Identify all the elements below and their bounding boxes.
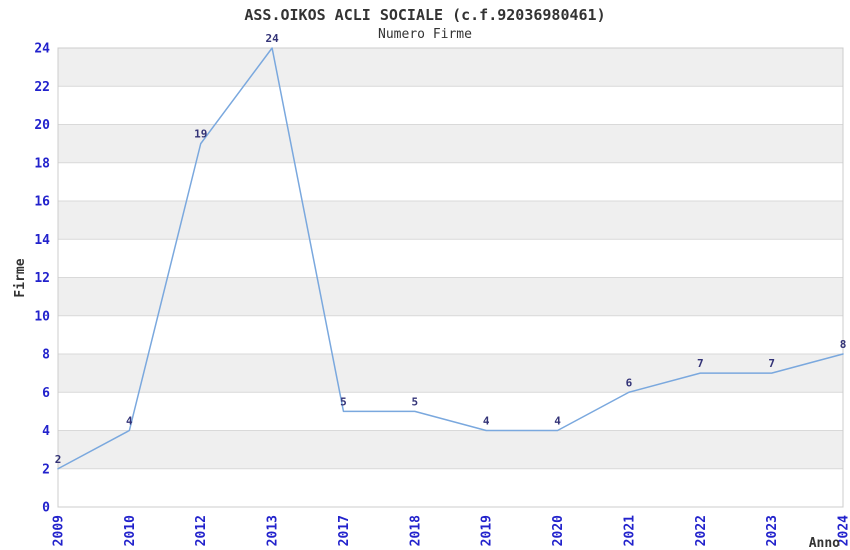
svg-text:2019: 2019 bbox=[480, 515, 495, 546]
svg-text:5: 5 bbox=[340, 395, 347, 408]
svg-text:16: 16 bbox=[34, 195, 50, 210]
x-tick-labels: 2009 2010 2012 2013 2017 2018 2019 2020 2021 2022… bbox=[52, 515, 850, 546]
svg-text:7: 7 bbox=[697, 357, 704, 370]
chart-title: ASS.OIKOS ACLI SOCIALE (c.f.92036980461) bbox=[244, 6, 606, 24]
plot-border bbox=[57, 47, 844, 508]
svg-text:8: 8 bbox=[840, 338, 847, 351]
svg-text:7: 7 bbox=[768, 357, 775, 370]
svg-text:8: 8 bbox=[42, 348, 50, 363]
svg-text:14: 14 bbox=[34, 233, 50, 248]
plot-bands bbox=[58, 48, 843, 507]
svg-text:18: 18 bbox=[34, 156, 50, 171]
svg-text:2023: 2023 bbox=[765, 515, 780, 546]
svg-text:0: 0 bbox=[42, 501, 50, 516]
svg-text:2010: 2010 bbox=[123, 515, 138, 546]
svg-text:6: 6 bbox=[42, 386, 50, 401]
svg-text:12: 12 bbox=[34, 271, 50, 286]
svg-text:2020: 2020 bbox=[551, 515, 566, 546]
svg-text:2012: 2012 bbox=[194, 515, 209, 546]
svg-text:20: 20 bbox=[34, 118, 50, 133]
svg-text:4: 4 bbox=[483, 415, 490, 428]
svg-text:6: 6 bbox=[626, 376, 633, 389]
svg-text:2024: 2024 bbox=[837, 515, 850, 546]
svg-text:4: 4 bbox=[126, 415, 133, 428]
svg-text:4: 4 bbox=[554, 415, 561, 428]
svg-text:22: 22 bbox=[34, 80, 50, 95]
svg-text:5: 5 bbox=[412, 395, 419, 408]
svg-text:24: 24 bbox=[265, 32, 279, 45]
y-axis-title: Firme bbox=[13, 258, 28, 297]
svg-text:10: 10 bbox=[34, 309, 50, 324]
svg-text:2013: 2013 bbox=[266, 515, 281, 546]
svg-text:2017: 2017 bbox=[337, 515, 352, 546]
svg-text:2022: 2022 bbox=[694, 515, 709, 546]
chart-subtitle: Numero Firme bbox=[378, 27, 472, 42]
series-line-group bbox=[57, 47, 844, 470]
x-axis-title: Anno bbox=[809, 536, 840, 550]
svg-text:2: 2 bbox=[55, 453, 62, 466]
svg-text:4: 4 bbox=[42, 424, 50, 439]
svg-text:2009: 2009 bbox=[52, 515, 67, 546]
svg-text:2021: 2021 bbox=[622, 515, 637, 546]
svg-text:24: 24 bbox=[34, 42, 50, 57]
svg-text:2018: 2018 bbox=[408, 515, 423, 546]
svg-text:2: 2 bbox=[42, 462, 50, 477]
svg-text:19: 19 bbox=[194, 128, 207, 141]
